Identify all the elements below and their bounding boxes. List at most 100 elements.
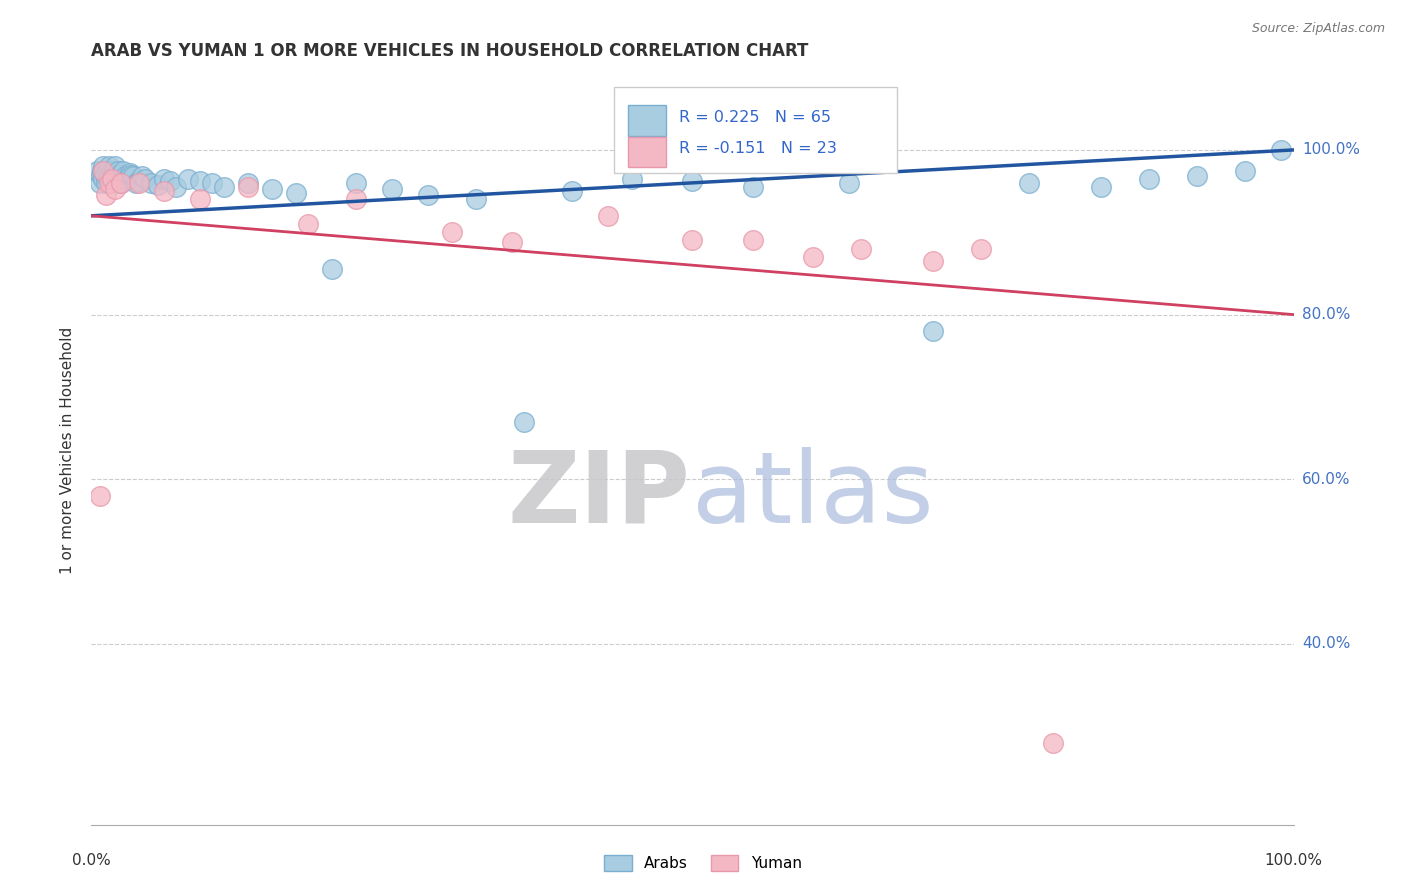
Point <box>1018 176 1040 190</box>
Point <box>416 188 439 202</box>
Point <box>94 176 117 190</box>
Point <box>110 168 132 182</box>
Point <box>111 163 134 178</box>
Point <box>105 176 128 190</box>
Point <box>101 171 124 186</box>
Text: 80.0%: 80.0% <box>1302 307 1350 322</box>
Point <box>107 163 129 178</box>
Point <box>125 176 148 190</box>
Point <box>89 489 111 503</box>
Point <box>1270 143 1292 157</box>
Point <box>344 176 367 190</box>
Point <box>97 171 120 186</box>
Point <box>128 176 150 190</box>
Point <box>86 163 108 178</box>
Point <box>165 180 187 194</box>
Point <box>1187 169 1209 184</box>
Point <box>1137 171 1160 186</box>
Point <box>104 168 127 182</box>
Legend: Arabs, Yuman: Arabs, Yuman <box>599 849 807 877</box>
Point <box>212 180 235 194</box>
Point <box>598 209 620 223</box>
Point <box>188 174 211 188</box>
Point <box>128 174 150 188</box>
Point <box>849 242 872 256</box>
Point <box>501 235 523 249</box>
Point <box>100 176 122 190</box>
Point <box>260 182 283 196</box>
Text: 100.0%: 100.0% <box>1264 853 1323 868</box>
Point <box>1090 180 1112 194</box>
Point <box>93 160 115 174</box>
Point <box>344 192 367 206</box>
Point <box>101 163 124 178</box>
Point <box>321 262 343 277</box>
Point <box>114 169 136 184</box>
Point <box>98 160 121 174</box>
Point <box>98 168 121 182</box>
Text: 60.0%: 60.0% <box>1302 472 1350 487</box>
Point <box>112 171 135 186</box>
Point <box>922 254 945 268</box>
Point <box>970 242 993 256</box>
Point <box>118 166 141 180</box>
Text: Source: ZipAtlas.com: Source: ZipAtlas.com <box>1251 22 1385 36</box>
Point <box>93 163 115 178</box>
Point <box>236 180 259 194</box>
Point <box>104 160 127 174</box>
Point <box>236 176 259 190</box>
Point <box>297 217 319 231</box>
Point <box>741 180 763 194</box>
Point <box>1042 736 1064 750</box>
Point <box>152 184 174 198</box>
Point <box>465 192 488 206</box>
Point <box>93 168 115 182</box>
Text: R = -0.151   N = 23: R = -0.151 N = 23 <box>679 141 837 156</box>
Point <box>122 169 145 184</box>
Point <box>98 176 121 190</box>
Point <box>134 171 156 186</box>
Point <box>103 163 125 178</box>
Point <box>91 163 114 178</box>
Point <box>104 182 127 196</box>
Point <box>1234 163 1257 178</box>
Point <box>120 168 142 182</box>
Text: 100.0%: 100.0% <box>1302 143 1360 157</box>
Point <box>440 225 463 239</box>
Point <box>93 171 115 186</box>
Text: 40.0%: 40.0% <box>1302 637 1350 651</box>
FancyBboxPatch shape <box>627 105 666 136</box>
Point <box>513 415 536 429</box>
Point <box>110 176 132 190</box>
Point <box>621 171 644 186</box>
Point <box>101 168 124 182</box>
Point <box>159 174 181 188</box>
Point <box>681 234 703 248</box>
FancyBboxPatch shape <box>627 137 666 167</box>
Point <box>681 174 703 188</box>
Y-axis label: 1 or more Vehicles in Household: 1 or more Vehicles in Household <box>60 326 76 574</box>
Point <box>146 178 169 192</box>
Point <box>176 171 198 186</box>
Point <box>101 171 124 186</box>
Point <box>284 186 307 200</box>
Point <box>381 182 404 196</box>
Point <box>801 250 824 264</box>
Text: ARAB VS YUMAN 1 OR MORE VEHICLES IN HOUSEHOLD CORRELATION CHART: ARAB VS YUMAN 1 OR MORE VEHICLES IN HOUS… <box>91 43 808 61</box>
Text: R = 0.225   N = 65: R = 0.225 N = 65 <box>679 110 831 125</box>
Point <box>741 234 763 248</box>
Point <box>96 163 118 178</box>
Point <box>141 176 163 190</box>
Point <box>90 168 112 182</box>
FancyBboxPatch shape <box>614 87 897 173</box>
Point <box>561 184 583 198</box>
Point <box>117 171 139 186</box>
Point <box>110 176 132 190</box>
Point <box>94 188 117 202</box>
Point <box>188 192 211 206</box>
Point <box>201 176 224 190</box>
Text: 0.0%: 0.0% <box>72 853 111 868</box>
Text: ZIP: ZIP <box>508 447 690 544</box>
Point <box>152 171 174 186</box>
Point <box>922 324 945 338</box>
